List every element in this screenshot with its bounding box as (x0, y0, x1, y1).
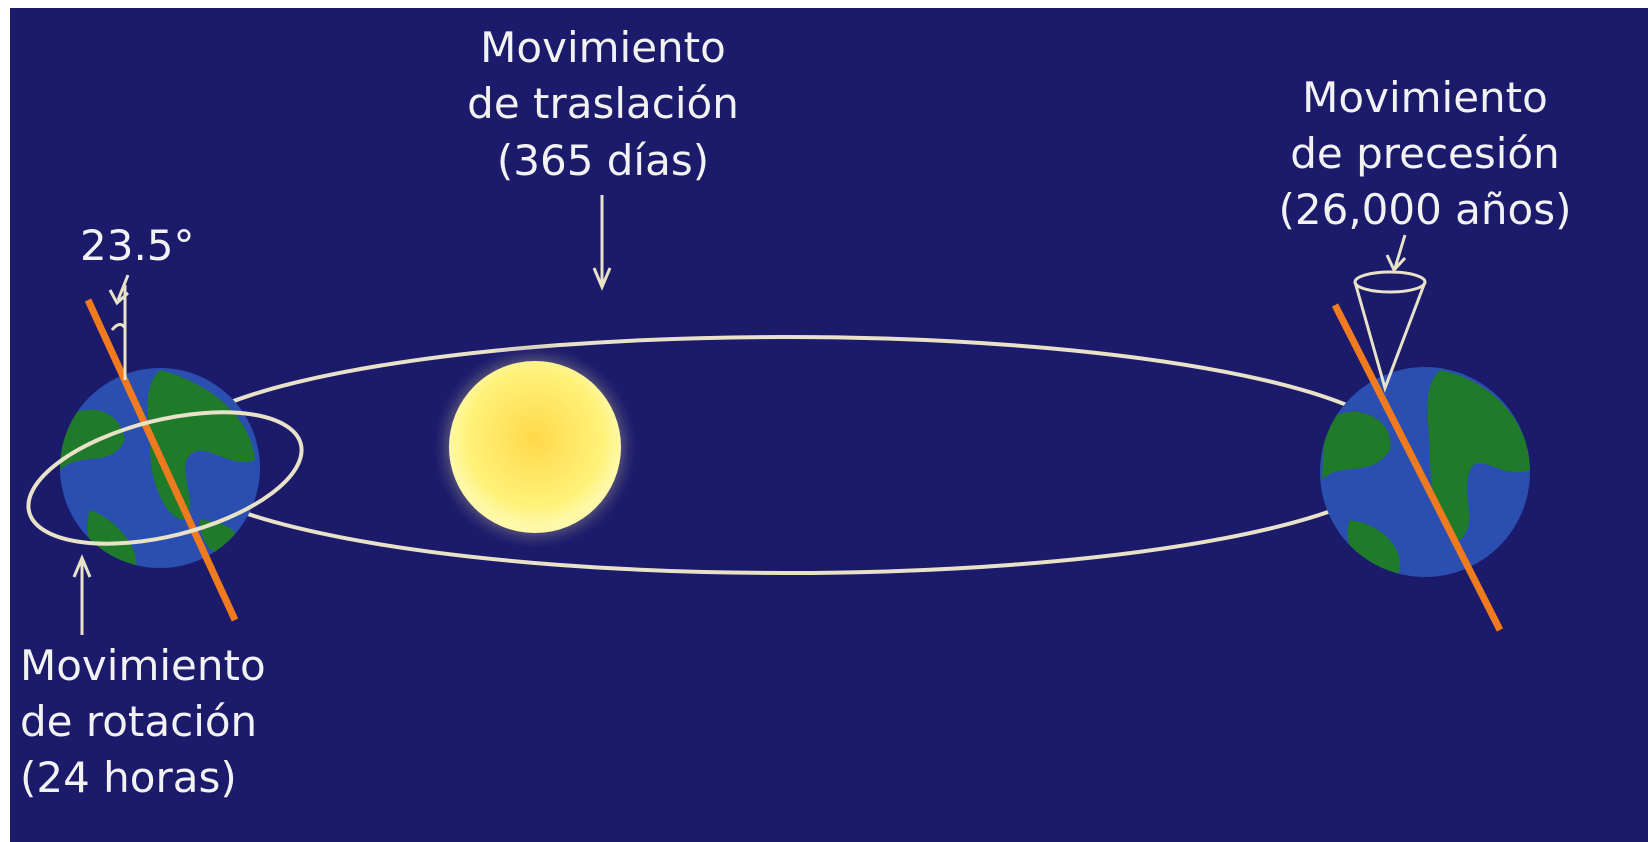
rotation-label: de rotación (20, 697, 257, 746)
tilt-label: 23.5° (80, 221, 195, 270)
translation-label: (365 días) (497, 136, 709, 185)
precession-label: de precesión (1290, 129, 1560, 178)
translation-label: de traslación (467, 79, 739, 128)
earth-right (1320, 270, 1530, 632)
rotation-label: (24 horas) (20, 753, 237, 802)
sun (449, 361, 621, 533)
translation-label: Movimiento (480, 23, 726, 72)
earth-left (26, 285, 304, 622)
arrows (72, 195, 1407, 635)
precession-label: Movimiento (1302, 73, 1548, 122)
rotation-label: Movimiento (20, 641, 266, 690)
precession-label: (26,000 años) (1278, 185, 1571, 234)
